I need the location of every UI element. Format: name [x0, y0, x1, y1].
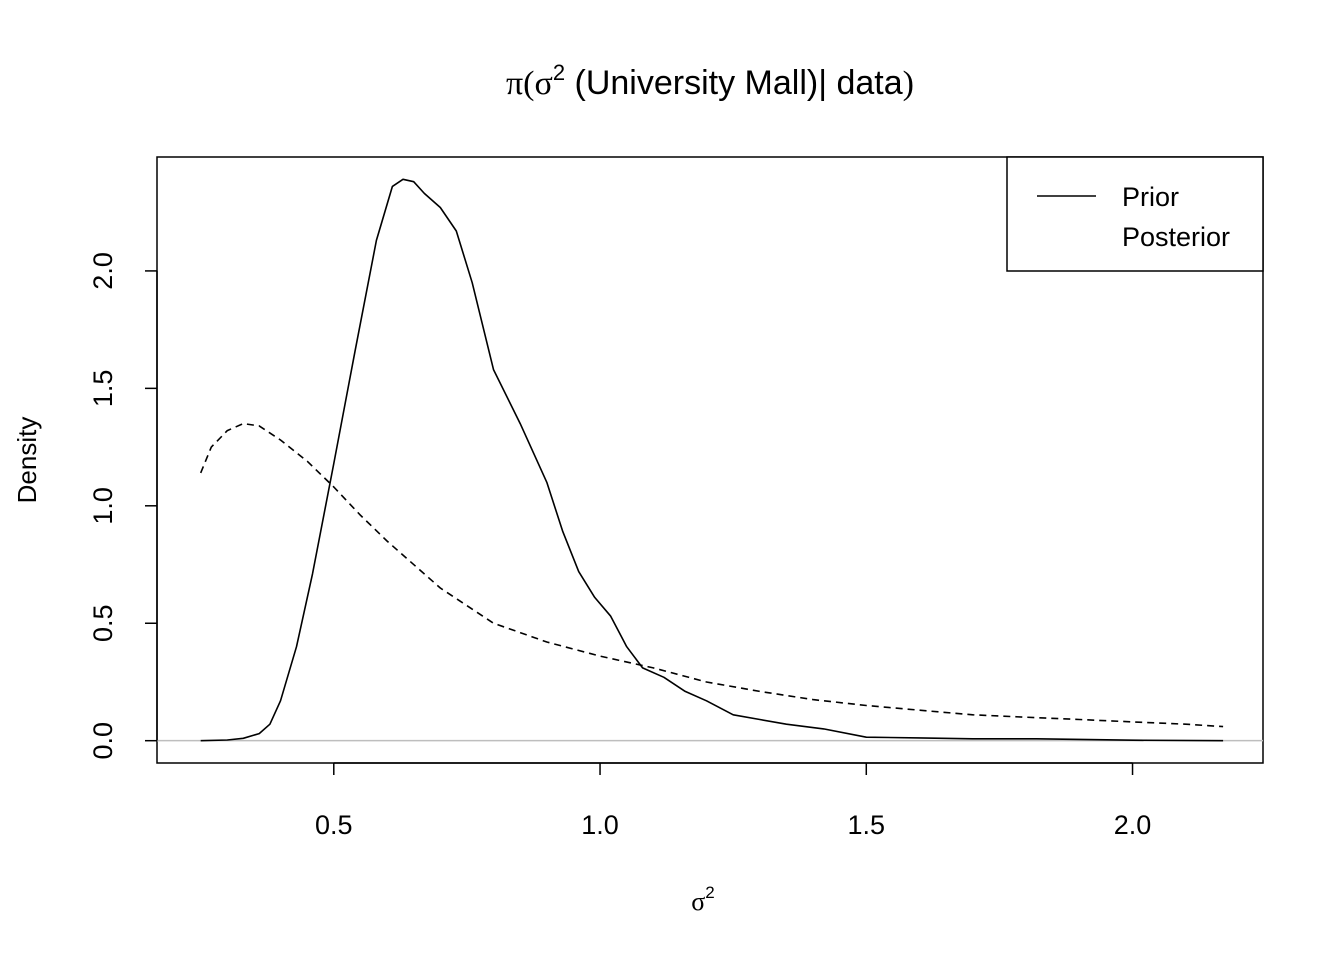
chart-title-middle: (University Mall)| data — [565, 64, 903, 102]
legend-box — [1006, 156, 1264, 272]
chart-title-prefix: π(σ — [506, 65, 553, 102]
x-axis-label: σ2 — [691, 883, 714, 916]
x-axis: 0.5 1.0 1.5 2.0 — [315, 762, 1152, 840]
chart-title-superscript: 2 — [553, 60, 565, 85]
y-axis: 0.0 0.5 1.0 1.5 2.0 — [88, 252, 158, 760]
legend: Prior Posterior — [1006, 156, 1264, 272]
x-tick-label: 0.5 — [315, 810, 353, 840]
dashed-density-line — [199, 422, 1224, 728]
chart-title: π(σ2 (University Mall)| data) — [506, 60, 914, 102]
series-layer — [199, 178, 1224, 742]
x-tick-label: 2.0 — [1114, 810, 1152, 840]
y-tick-label: 1.5 — [88, 370, 118, 408]
solid-density-line — [200, 178, 1224, 742]
y-tick-label: 2.0 — [88, 252, 118, 290]
y-tick-label: 1.0 — [88, 487, 118, 525]
y-tick-label: 0.0 — [88, 722, 118, 760]
chart-title-suffix: ) — [903, 65, 914, 102]
y-axis-label: Density — [12, 417, 42, 504]
x-tick-label: 1.0 — [581, 810, 619, 840]
x-axis-label-superscript: 2 — [705, 883, 714, 902]
x-tick-label: 1.5 — [848, 810, 886, 840]
legend-prior-label: Prior — [1122, 182, 1179, 212]
y-tick-label: 0.5 — [88, 604, 118, 642]
legend-posterior-label: Posterior — [1122, 222, 1230, 252]
x-axis-label-symbol: σ — [691, 887, 705, 916]
